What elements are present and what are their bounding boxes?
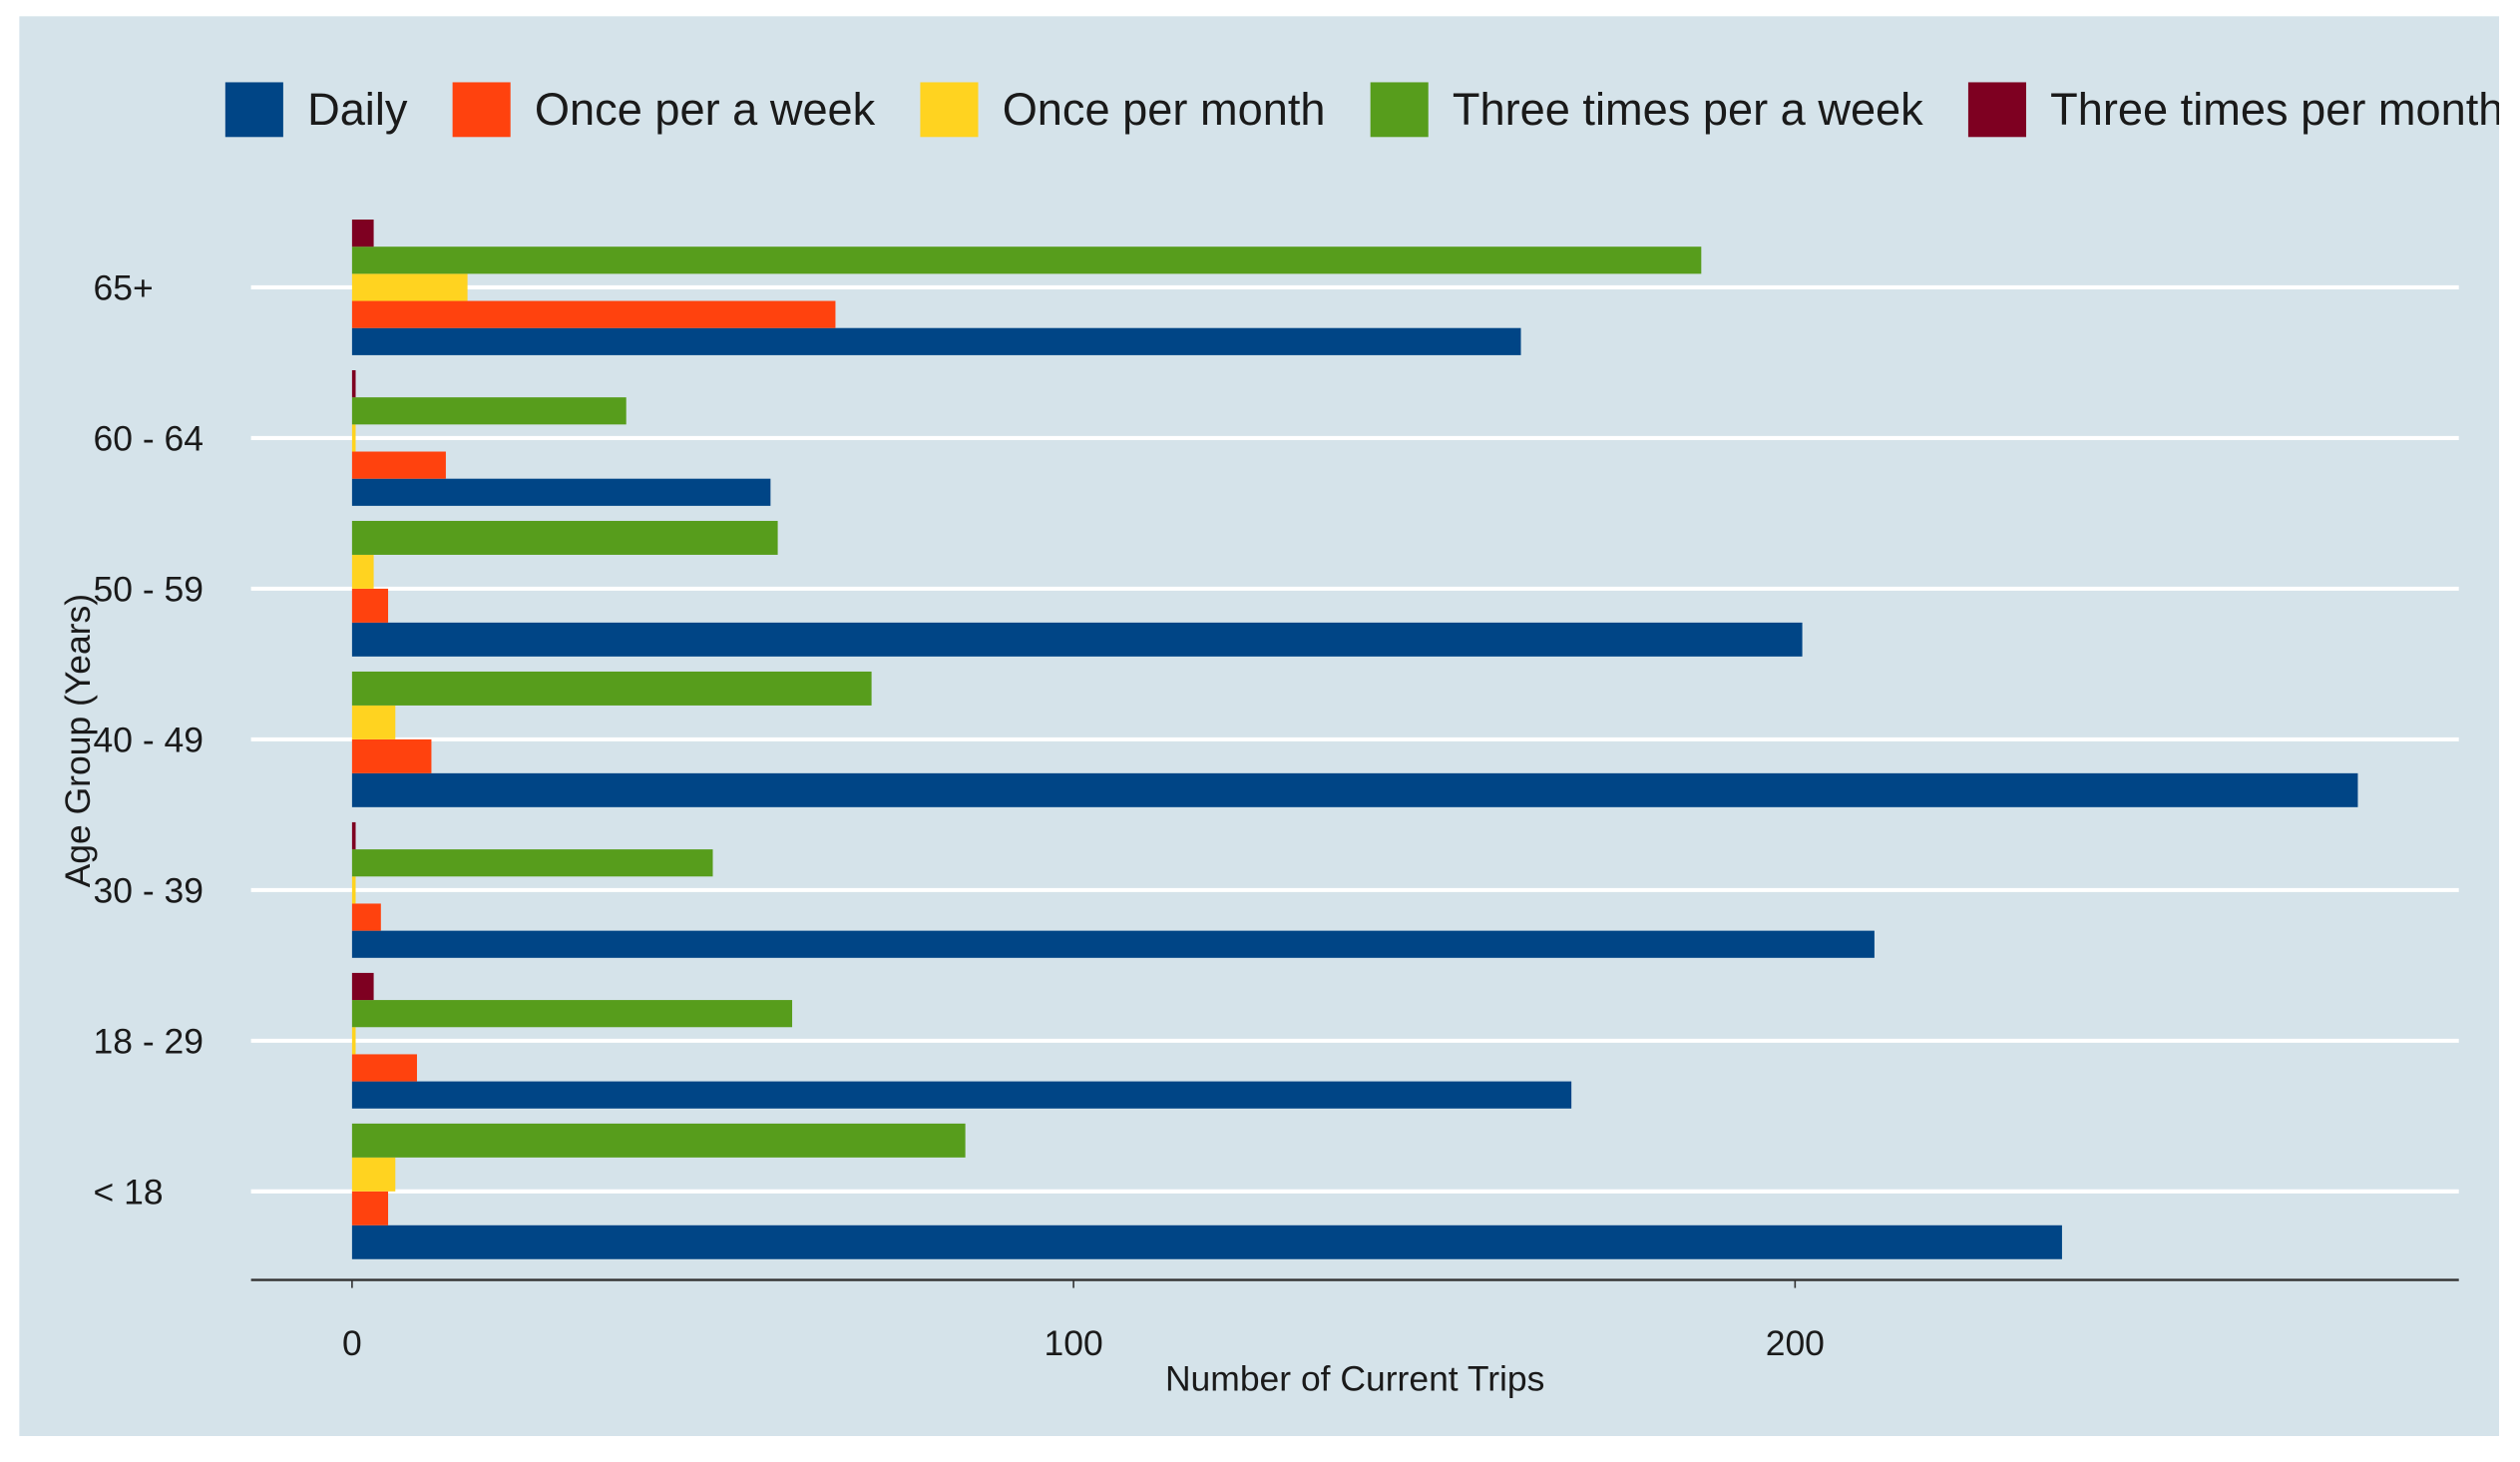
bar <box>351 772 2358 807</box>
legend-label: Daily <box>307 84 408 135</box>
bar <box>351 1157 396 1192</box>
x-tick-label: 200 <box>1766 1323 1825 1363</box>
grid <box>250 284 2459 1194</box>
bars <box>351 220 2358 1259</box>
bar <box>351 451 446 479</box>
bar <box>351 849 713 877</box>
bar <box>351 1054 417 1082</box>
bar <box>351 554 374 589</box>
bar <box>351 424 356 452</box>
y-tick-label: 40 - 49 <box>94 720 204 759</box>
legend-label: Three times per a week <box>1453 84 1923 135</box>
bar <box>351 705 396 739</box>
bar <box>351 671 872 706</box>
bar <box>351 588 389 623</box>
bar <box>351 821 356 850</box>
legend-swatch <box>1967 82 2026 138</box>
bar <box>351 300 836 328</box>
bar <box>351 1081 1572 1109</box>
bar <box>351 1123 966 1158</box>
y-axis-title: Age Group (Years) <box>58 594 98 887</box>
legend-label: Once per a week <box>535 84 876 135</box>
y-tick-label: 50 - 59 <box>94 570 204 610</box>
bar <box>351 478 771 506</box>
legend-swatch <box>224 82 283 138</box>
bar <box>351 738 432 773</box>
x-axis-title: Number of Current Trips <box>1165 1359 1544 1399</box>
x-tick-label: 0 <box>342 1323 362 1363</box>
bar <box>351 1027 356 1055</box>
legend-swatch <box>1370 82 1429 138</box>
y-tick-label: 30 - 39 <box>94 870 204 910</box>
legend: Daily Once per a week Once per month Three … <box>224 82 2503 138</box>
y-tick-label: 60 - 64 <box>94 419 204 459</box>
bar <box>351 903 381 931</box>
legend-label: Three times per month <box>2050 84 2503 135</box>
bar <box>351 622 1803 657</box>
bar <box>351 520 778 555</box>
bar <box>351 972 374 1001</box>
bar <box>351 1191 389 1225</box>
legend-swatch <box>452 82 511 138</box>
bar <box>351 220 374 247</box>
bar <box>351 327 1521 355</box>
bar <box>351 397 627 425</box>
axes: < 18 18 - 29 30 - 39 40 - 49 50 - 59 60 - 64 6… <box>94 268 2459 1363</box>
x-tick-label: 100 <box>1045 1323 1103 1363</box>
legend-swatch <box>920 82 979 138</box>
bar <box>351 369 356 398</box>
y-tick-label: 18 - 29 <box>94 1021 204 1061</box>
y-tick-label: 65+ <box>94 268 154 308</box>
y-tick-label: < 18 <box>94 1172 164 1212</box>
bar <box>351 930 1875 958</box>
bar <box>351 876 356 904</box>
bar <box>351 246 1702 274</box>
bar <box>351 273 468 301</box>
legend-label: Once per month <box>1003 84 1326 135</box>
bar <box>351 1000 793 1028</box>
bar <box>351 1224 2062 1259</box>
